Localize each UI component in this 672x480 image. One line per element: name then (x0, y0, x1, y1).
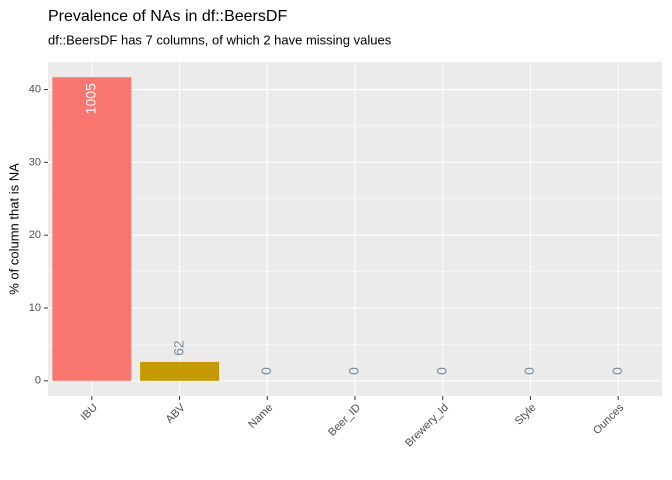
x-tick-label: Brewery_Id (403, 402, 451, 450)
y-axis-label: % of column that is NA (6, 163, 21, 295)
value-label: 0 (433, 367, 449, 375)
x-tick-label: Style (513, 402, 539, 428)
y-tick-label: 10 (29, 302, 41, 314)
y-tick-label: 20 (29, 229, 41, 241)
x-tick-label: Beer_ID (326, 402, 363, 439)
value-label: 0 (258, 367, 274, 375)
y-tick-label: 30 (29, 156, 41, 168)
x-tick-label: IBU (79, 402, 100, 423)
x-tick-label: ABV (164, 401, 189, 426)
bar (140, 361, 220, 381)
x-tick-label: Ounces (591, 401, 627, 437)
chart-title: Prevalence of NAs in df::BeersDF (48, 8, 287, 25)
value-label: 1005 (83, 83, 99, 114)
y-tick-label: 40 (29, 83, 41, 95)
value-label: 62 (170, 340, 186, 356)
x-tick-label: Name (246, 402, 275, 431)
y-tick-label: 0 (35, 375, 41, 387)
chart-subtitle: df::BeersDF has 7 columns, of which 2 ha… (48, 32, 392, 47)
value-label: 0 (609, 367, 625, 375)
value-label: 0 (521, 367, 537, 375)
bar (52, 77, 132, 381)
value-label: 0 (346, 367, 362, 375)
